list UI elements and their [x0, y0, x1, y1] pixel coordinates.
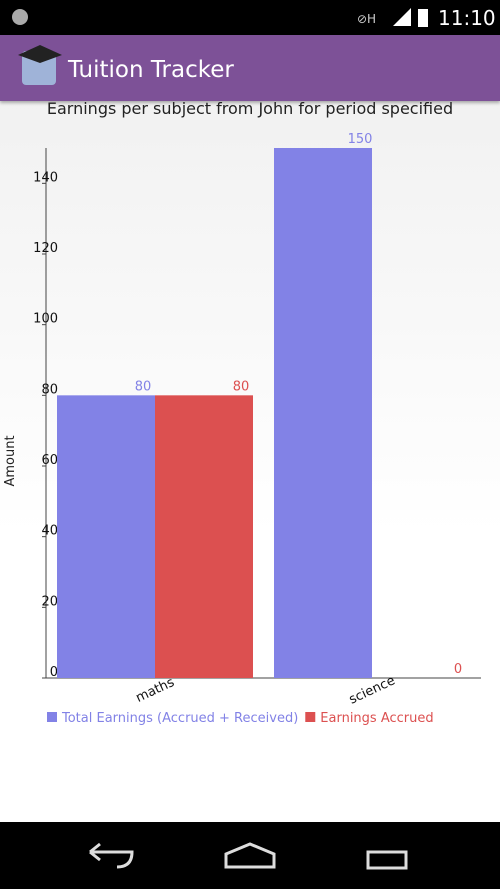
bar: [274, 148, 372, 678]
data-label: 150: [348, 132, 373, 147]
data-label: 0: [454, 662, 462, 677]
y-axis-title: Amount: [3, 435, 18, 486]
chart-title: Earnings per subject from John for perio…: [47, 101, 453, 118]
y-tick-label: 100: [33, 312, 58, 327]
bar: [57, 395, 155, 678]
status-bar: ⊘H 11:10: [0, 0, 500, 35]
y-tick-label: 60: [41, 453, 58, 468]
recents-button[interactable]: [366, 850, 408, 870]
legend-label: Total Earnings (Accrued + Received): [61, 711, 298, 726]
y-tick-label: 40: [41, 524, 58, 539]
nav-buttons: [89, 842, 408, 870]
data-label: 80: [135, 379, 152, 394]
y-tick-label: 80: [41, 382, 58, 397]
app-title: Tuition Tracker: [67, 57, 234, 83]
back-button[interactable]: [89, 842, 134, 869]
chart: Earnings per subject from John for perio…: [3, 101, 481, 726]
y-tick-label: 140: [33, 170, 58, 185]
clock: 11:10: [438, 6, 496, 30]
legend-swatch: [47, 712, 57, 722]
y-tick-label: 120: [33, 241, 58, 256]
app-bar: Tuition Tracker: [0, 35, 500, 101]
data-label: 80: [233, 379, 250, 394]
y-tick-label: 20: [41, 594, 58, 609]
x-tick-label: maths: [134, 675, 177, 706]
svg-text:⊘H: ⊘H: [357, 12, 376, 26]
app-bar-content: Tuition Tracker: [18, 45, 234, 85]
nav-bar: [0, 822, 500, 889]
bar: [155, 395, 253, 678]
legend-label: Earnings Accrued: [320, 711, 433, 726]
y-tick-label: 0: [50, 665, 58, 680]
home-button[interactable]: [224, 842, 276, 869]
legend-swatch: [305, 712, 316, 722]
status-icons: ⊘H 11:10: [12, 6, 496, 30]
